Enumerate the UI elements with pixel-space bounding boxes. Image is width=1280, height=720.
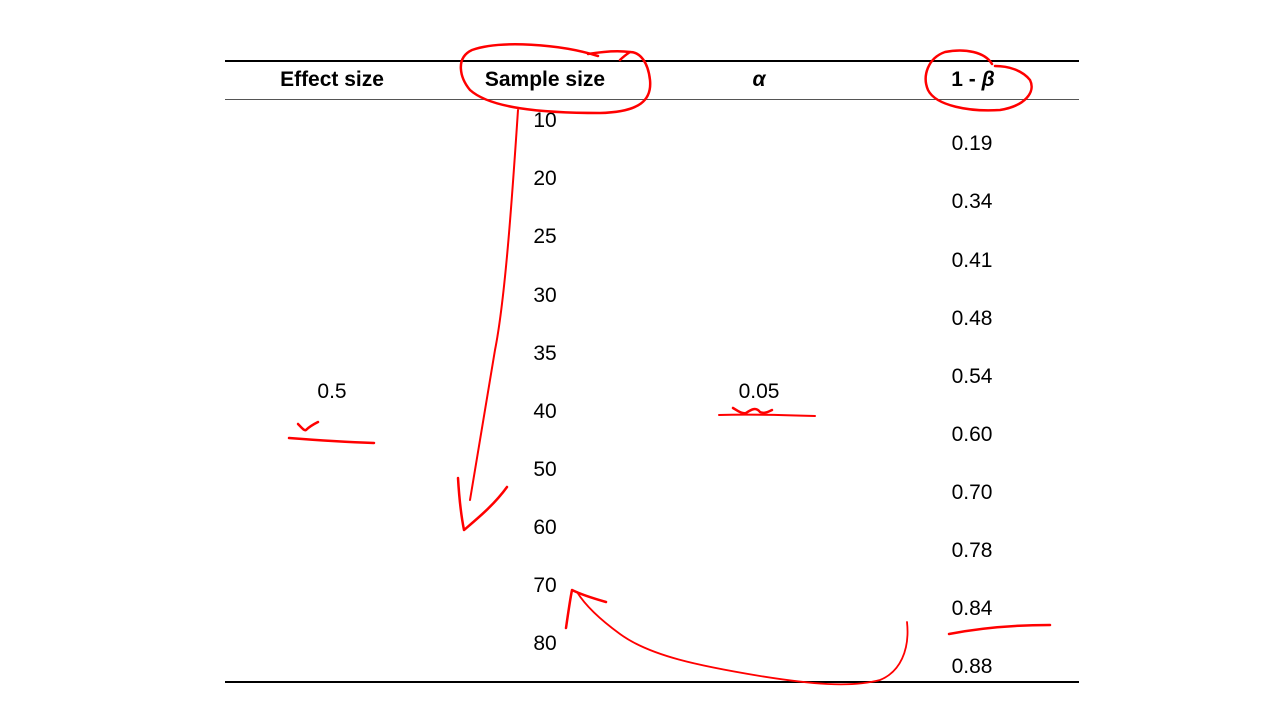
power-cell: 0.88 [951, 655, 993, 678]
alpha-value: 0.05 [738, 380, 780, 403]
power-cell: 0.84 [951, 597, 993, 620]
annotation-underline-alpha [718, 413, 816, 417]
table-bottom-rule [225, 681, 1079, 683]
power-cell: 0.60 [951, 423, 993, 446]
power-cell: 0.54 [951, 365, 993, 388]
power-cell: 0.48 [951, 307, 993, 330]
power-cell: 0.78 [951, 539, 993, 562]
header-power-prefix: 1 - [951, 68, 982, 91]
annotation-underline-effect [287, 436, 376, 445]
sample-size-cell: 60 [533, 516, 557, 539]
table-header-rule [225, 99, 1079, 100]
header-power-beta: β [981, 68, 995, 91]
sample-size-cell: 50 [533, 458, 557, 481]
annotation-tick-effect [296, 420, 320, 432]
power-cell: 0.19 [951, 132, 993, 155]
sample-size-cell: 30 [533, 284, 557, 307]
sample-size-cell: 10 [533, 109, 557, 132]
power-cell: 0.34 [951, 190, 993, 213]
sample-size-cell: 20 [533, 167, 557, 190]
header-alpha: α [752, 68, 766, 91]
power-cell: 0.70 [951, 481, 993, 504]
annotation-underline-power [947, 623, 1052, 636]
sample-size-cell: 70 [533, 574, 557, 597]
table-top-rule [225, 60, 1079, 62]
annotation-tick-alpha [731, 406, 774, 415]
header-sample-size: Sample size [484, 68, 606, 91]
effect-size-value: 0.5 [317, 380, 347, 403]
sample-size-cell: 35 [533, 342, 557, 365]
annotation-arrow-curve [576, 591, 909, 686]
header-effect-size: Effect size [280, 68, 384, 91]
header-power: 1 - β [873, 66, 1073, 94]
sample-size-cell: 80 [533, 632, 557, 655]
sample-size-cell: 40 [533, 400, 557, 423]
power-cell: 0.41 [951, 249, 993, 272]
sample-size-cell: 25 [533, 225, 557, 248]
